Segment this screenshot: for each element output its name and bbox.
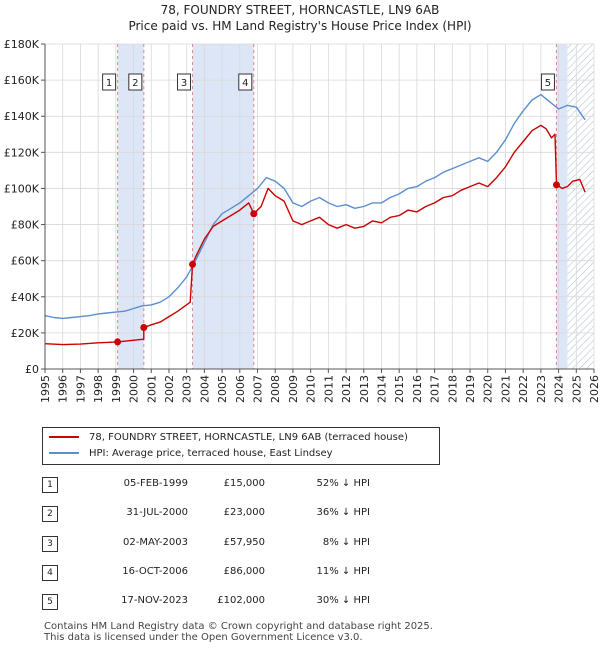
x-tick-label: 2026 [588, 375, 600, 403]
x-tick-label: 2016 [411, 375, 424, 403]
transaction-number: 4 [42, 565, 58, 581]
x-tick-label: 2005 [216, 375, 229, 403]
footer-licence: This data is licensed under the Open Gov… [44, 632, 363, 643]
x-tick-label: 2012 [340, 375, 353, 403]
table-row: 4 16-OCT-2006 £86,000 11% ↓ HPI [0, 563, 600, 585]
x-tick-label: 2024 [553, 375, 566, 403]
x-tick-label: 2009 [287, 375, 300, 403]
transaction-number: 3 [42, 536, 58, 552]
y-tick-label: £0 [25, 363, 39, 376]
legend-label-hpi: HPI: Average price, terraced house, East… [89, 448, 333, 459]
shaded-period [117, 44, 144, 369]
footer-copyright: Contains HM Land Registry data © Crown c… [44, 621, 433, 632]
legend-swatch-property [49, 436, 79, 438]
transaction-number: 2 [42, 506, 58, 522]
x-tick-label: 2015 [393, 375, 406, 403]
x-tick-label: 2008 [269, 375, 282, 403]
sale-point [114, 338, 122, 346]
sale-label: 4 [242, 78, 248, 89]
x-tick-label: 2018 [446, 375, 459, 403]
transaction-number: 5 [42, 594, 58, 610]
sale-label: 5 [545, 78, 551, 89]
y-tick-label: £60K [11, 255, 40, 268]
chart-legend: 78, FOUNDRY STREET, HORNCASTLE, LN9 6AB … [42, 427, 440, 465]
x-tick-label: 2002 [163, 375, 176, 403]
x-tick-label: 2004 [198, 375, 211, 403]
sale-point [250, 210, 258, 218]
legend-item-property: 78, FOUNDRY STREET, HORNCASTLE, LN9 6AB … [49, 431, 408, 445]
y-tick-label: £40K [11, 291, 40, 304]
forecast-hatch [567, 44, 594, 369]
sale-label-box [540, 73, 555, 91]
sale-point [189, 260, 197, 268]
x-tick-label: 1995 [39, 375, 52, 403]
x-tick-label: 1996 [57, 375, 70, 403]
sale-label: 2 [132, 78, 138, 89]
x-tick-label: 2022 [517, 375, 530, 403]
sale-label-box [128, 73, 143, 91]
x-tick-label: 1998 [92, 375, 105, 403]
y-tick-label: £180K [4, 38, 40, 51]
transaction-price: £102,000 [217, 595, 265, 606]
sale-point [140, 323, 148, 331]
x-tick-label: 2019 [464, 375, 477, 403]
legend-item-hpi: HPI: Average price, terraced house, East… [49, 447, 333, 461]
transaction-price: £86,000 [223, 566, 265, 577]
x-tick-label: 2007 [252, 375, 265, 403]
transaction-date: 17-NOV-2023 [121, 595, 188, 606]
sale-point [552, 181, 560, 189]
y-tick-label: £160K [4, 74, 40, 87]
sale-label: 3 [181, 78, 187, 89]
transaction-date: 31-JUL-2000 [126, 507, 188, 518]
x-tick-label: 2011 [322, 375, 335, 403]
x-tick-label: 2010 [305, 375, 318, 403]
y-tick-label: £20K [11, 327, 40, 340]
x-tick-label: 2020 [482, 375, 495, 403]
x-tick-label: 2025 [570, 375, 583, 403]
transaction-hpi: 8% ↓ HPI [322, 537, 370, 548]
x-tick-label: 1999 [110, 375, 123, 403]
transaction-hpi: 36% ↓ HPI [316, 507, 370, 518]
table-row: 5 17-NOV-2023 £102,000 30% ↓ HPI [0, 592, 600, 614]
x-tick-label: 1997 [74, 375, 87, 403]
transaction-date: 16-OCT-2006 [122, 566, 188, 577]
chart-title: 78, FOUNDRY STREET, HORNCASTLE, LN9 6AB [160, 3, 440, 17]
price-chart: 1 2 3 4 5 £0 £20K £40K £60K £80K £100K £120K £140K £… [4, 38, 600, 403]
y-tick-label: £140K [4, 110, 40, 123]
hpi-line [44, 93, 586, 320]
transaction-price: £15,000 [223, 478, 265, 489]
sale-label: 1 [106, 78, 112, 89]
table-row: 2 31-JUL-2000 £23,000 36% ↓ HPI [0, 504, 600, 526]
legend-label-property: 78, FOUNDRY STREET, HORNCASTLE, LN9 6AB … [89, 432, 408, 443]
property-price-line [44, 124, 586, 346]
x-tick-label: 2017 [429, 375, 442, 403]
legend-swatch-hpi [49, 452, 79, 454]
transaction-number: 1 [42, 477, 58, 493]
transaction-date: 02-MAY-2003 [122, 537, 188, 548]
sale-label-box [238, 73, 253, 91]
x-tick-label: 2023 [535, 375, 548, 403]
transaction-hpi: 30% ↓ HPI [316, 595, 370, 606]
transaction-price: £23,000 [223, 507, 265, 518]
chart-subtitle: Price paid vs. HM Land Registry's House … [128, 19, 472, 33]
sale-label-box [177, 73, 192, 91]
x-tick-label: 2006 [234, 375, 247, 403]
x-tick-label: 2001 [145, 375, 158, 403]
x-tick-label: 2000 [128, 375, 141, 403]
shaded-period [556, 44, 568, 369]
y-tick-label: £100K [4, 182, 40, 195]
y-tick-label: £120K [4, 146, 40, 159]
table-row: 1 05-FEB-1999 £15,000 52% ↓ HPI [0, 475, 600, 497]
transaction-hpi: 11% ↓ HPI [316, 566, 370, 577]
transaction-hpi: 52% ↓ HPI [316, 478, 370, 489]
y-tick-label: £80K [11, 219, 40, 232]
sale-label-box [102, 73, 117, 91]
x-tick-label: 2013 [358, 375, 371, 403]
x-tick-label: 2021 [499, 375, 512, 403]
x-tick-label: 2014 [375, 375, 388, 403]
table-row: 3 02-MAY-2003 £57,950 8% ↓ HPI [0, 534, 600, 556]
transaction-date: 05-FEB-1999 [123, 478, 188, 489]
x-tick-label: 2003 [181, 375, 194, 403]
transaction-price: £57,950 [223, 537, 265, 548]
